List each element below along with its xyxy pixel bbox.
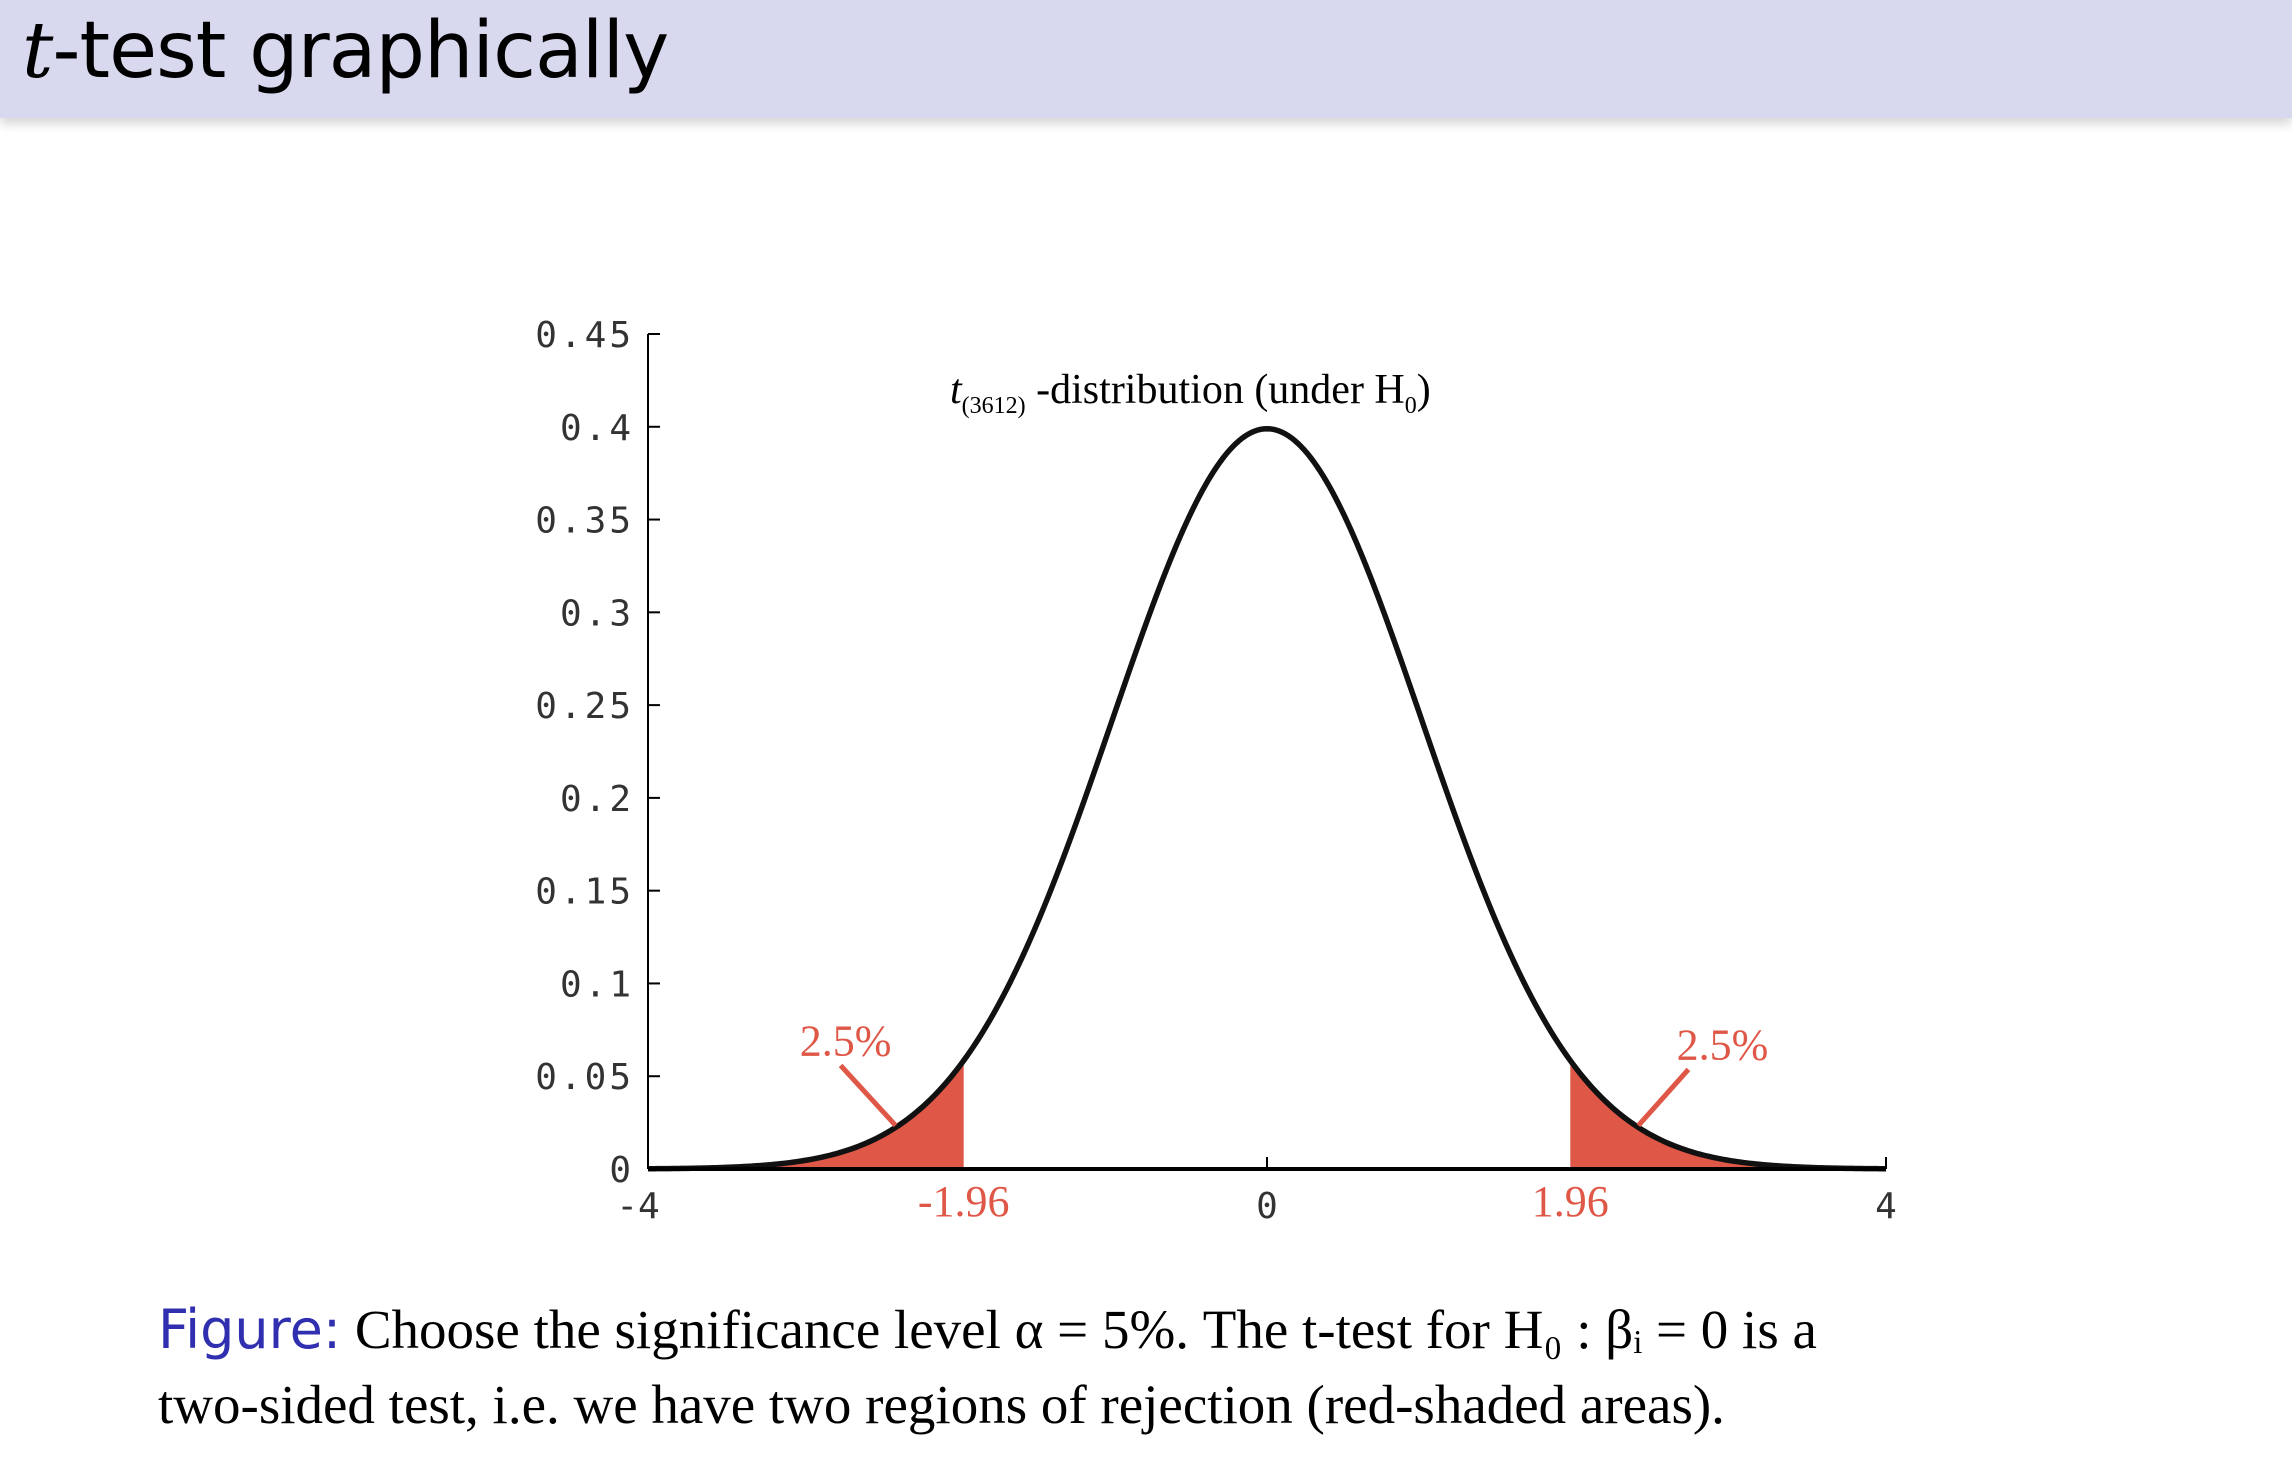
x-tick-label: 4 — [1875, 1186, 1897, 1227]
left-tail-label: 2.5% — [800, 1016, 892, 1065]
right-tail-leader — [1636, 1067, 1691, 1128]
y-tick-label: 0 — [609, 1150, 634, 1191]
density-curve — [647, 425, 1887, 1172]
chart-labels: -1.96 1.96 2.5% 2.5% — [800, 1016, 1768, 1226]
critical-value-label: 1.96 — [1532, 1177, 1609, 1226]
chart-title: t(3612) -distribution (under H0) — [950, 367, 1431, 419]
y-tick-label: 0.25 — [535, 686, 634, 727]
y-tick-label: 0.4 — [560, 408, 634, 449]
chart-title-close: ) — [1417, 367, 1431, 413]
critical-value-label: -1.96 — [918, 1177, 1010, 1226]
y-tick-label: 0.2 — [560, 779, 634, 820]
slide-title-text: -test graphically — [52, 6, 669, 96]
chart-title-h-sub: 0 — [1405, 393, 1417, 419]
y-tick-label: 0.15 — [535, 872, 634, 913]
caption-text-1: Choose the significance level α = 5%. Th… — [341, 1299, 1817, 1360]
axes: 00.050.10.150.20.250.30.350.40.45-4 0 4 — [535, 315, 1897, 1227]
slide-title-variable: t — [22, 6, 53, 96]
x-tick-label: -4 — [616, 1186, 659, 1227]
chart-title-text: -distribution (under H — [1026, 367, 1405, 413]
left-rejection-region — [648, 1060, 964, 1169]
title-bar: t-test graphically — [0, 0, 2292, 118]
x-tick-label: 0 — [1256, 1186, 1278, 1227]
density-curve-layer — [647, 425, 1887, 1172]
y-tick-label: 0.3 — [560, 593, 634, 634]
y-tick-label: 0.1 — [560, 964, 634, 1005]
chart-title-sub: (3612) — [962, 393, 1026, 419]
caption-figure-label: Figure: — [158, 1298, 342, 1361]
y-tick-label: 0.35 — [535, 501, 634, 542]
caption-line-1: Figure: Choose the significance level α … — [158, 1292, 2258, 1367]
y-tick-label: 0.05 — [535, 1057, 634, 1098]
chart-title-var: t — [950, 367, 963, 413]
right-rejection-region — [1570, 1060, 1886, 1169]
caption-line-2: two-sided test, i.e. we have two regions… — [158, 1374, 1725, 1435]
left-tail-leader — [838, 1063, 898, 1128]
figure-caption: Figure: Choose the significance level α … — [158, 1292, 2258, 1442]
y-tick-label: 0.45 — [535, 315, 634, 356]
rejection-regions — [648, 1060, 1886, 1169]
right-tail-label: 2.5% — [1677, 1020, 1769, 1069]
slide-title: t-test graphically — [22, 6, 669, 96]
